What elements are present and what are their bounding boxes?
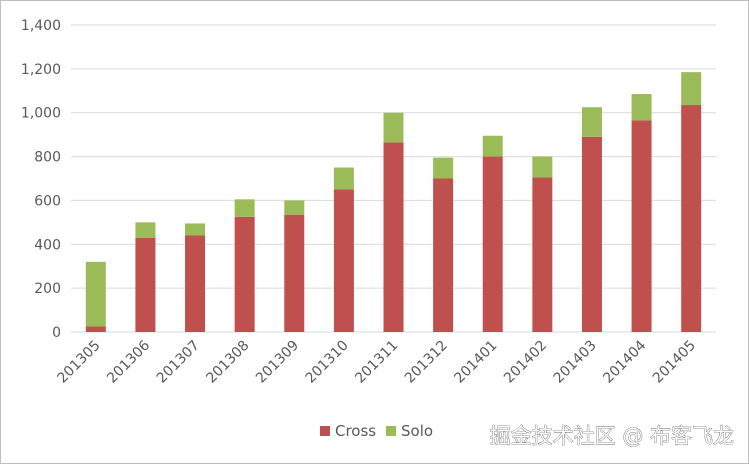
y-tick-label: 600 (34, 193, 61, 209)
legend-swatch-cross (320, 426, 330, 436)
bar-solo-201402 (532, 156, 553, 178)
bar-solo-201312 (433, 157, 454, 179)
bar-solo-201306 (135, 222, 156, 238)
y-axis: 0 200 400 600 800 1,000 1,200 1,400 (21, 18, 61, 341)
bar-solo-201305 (85, 261, 106, 327)
y-tick-label: 200 (34, 281, 61, 297)
x-tick-label: 201312 (402, 338, 451, 387)
bar-solo-201404 (631, 94, 652, 121)
legend-label-solo: Solo (401, 422, 433, 440)
x-tick-label: 201307 (154, 338, 203, 387)
bar-cross-201311 (383, 142, 404, 332)
legend: Cross Solo (320, 422, 433, 440)
bar-solo-201308 (234, 199, 255, 217)
bar-solo-201403 (581, 107, 602, 137)
x-tick-label: 201309 (253, 338, 302, 387)
bar-cross-201307 (185, 235, 206, 332)
y-tick-label: 800 (34, 150, 61, 166)
x-tick-label: 201404 (600, 337, 649, 386)
y-tick-label: 400 (34, 237, 61, 253)
bar-cross-201306 (135, 237, 156, 332)
x-tick-label: 201306 (104, 337, 153, 386)
bar-cross-201308 (234, 216, 255, 332)
x-tick-label: 201403 (551, 338, 600, 387)
bar-cross-201309 (284, 214, 305, 332)
x-tick-label: 201402 (501, 338, 550, 387)
x-tick-label: 201405 (650, 338, 699, 387)
bar-solo-201309 (284, 200, 305, 215)
bars (85, 72, 702, 333)
bar-cross-201401 (482, 156, 503, 332)
y-tick-label: 1,400 (21, 18, 61, 34)
x-axis: 201305 201306 201307 201308 201309 201310 2013… (55, 337, 699, 386)
x-tick-label: 201308 (203, 338, 252, 387)
bar-solo-201401 (482, 135, 503, 157)
x-tick-label: 201305 (55, 338, 104, 387)
bar-cross-201305 (85, 326, 106, 332)
y-tick-label: 0 (52, 325, 61, 341)
bar-solo-201307 (185, 223, 206, 236)
bar-solo-201311 (383, 112, 404, 143)
y-tick-label: 1,000 (21, 106, 61, 122)
x-tick-label: 201311 (352, 338, 401, 387)
bar-cross-201402 (532, 177, 553, 332)
legend-label-cross: Cross (335, 422, 376, 440)
bar-cross-201403 (581, 136, 602, 332)
watermark-text: 掘金技术社区 @ 布客飞龙 (490, 424, 734, 448)
y-tick-label: 1,200 (21, 62, 61, 78)
bar-cross-201405 (681, 105, 702, 333)
x-tick-label: 201310 (303, 338, 352, 387)
bar-cross-201310 (333, 189, 354, 332)
x-tick-label: 201401 (451, 338, 500, 387)
bar-cross-201312 (433, 178, 454, 332)
bar-cross-201404 (631, 120, 652, 332)
legend-swatch-solo (386, 426, 396, 436)
bar-solo-201405 (681, 72, 702, 106)
bar-solo-201310 (333, 167, 354, 190)
